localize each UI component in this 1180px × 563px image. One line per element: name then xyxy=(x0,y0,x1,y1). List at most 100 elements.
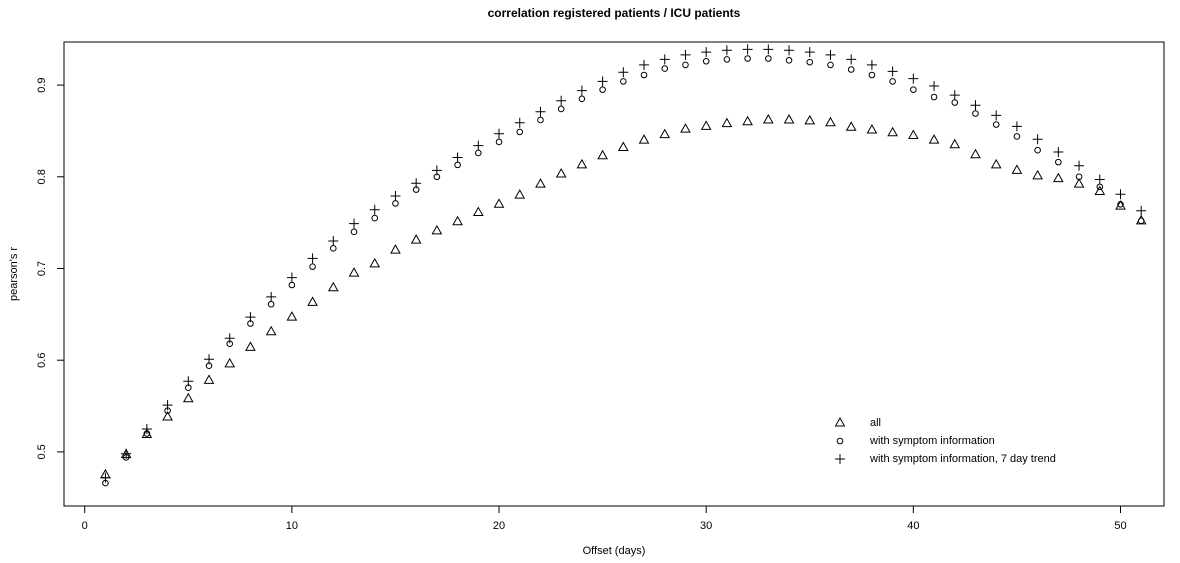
legend-label: with symptom information, 7 day trend xyxy=(869,453,1056,465)
point xyxy=(555,168,567,178)
x-tick-label: 0 xyxy=(82,520,88,532)
point xyxy=(949,90,960,101)
point xyxy=(121,448,132,459)
point xyxy=(182,392,194,403)
point xyxy=(1075,173,1083,181)
point xyxy=(535,178,546,188)
point xyxy=(702,57,710,65)
point xyxy=(907,129,919,140)
point xyxy=(659,128,671,139)
point xyxy=(951,99,959,106)
x-tick-label: 10 xyxy=(286,520,298,532)
point xyxy=(597,76,608,87)
point xyxy=(784,45,795,56)
point xyxy=(576,158,588,169)
point xyxy=(846,54,857,65)
point xyxy=(350,228,358,236)
point xyxy=(473,140,484,151)
point xyxy=(599,86,606,93)
point xyxy=(744,55,751,62)
point xyxy=(1011,121,1022,132)
point xyxy=(514,189,526,199)
y-tick-label: 0.5 xyxy=(36,444,48,459)
point xyxy=(556,95,567,106)
point xyxy=(162,411,173,421)
point xyxy=(454,161,461,169)
point xyxy=(887,126,898,137)
point xyxy=(286,311,298,321)
point xyxy=(390,191,401,202)
point xyxy=(204,354,215,365)
x-tick-label: 40 xyxy=(907,520,919,532)
point xyxy=(762,113,774,124)
point xyxy=(245,312,256,323)
point xyxy=(866,59,877,70)
point xyxy=(723,56,731,63)
point xyxy=(1115,189,1126,200)
point xyxy=(141,428,153,438)
point xyxy=(783,113,795,124)
point xyxy=(825,49,836,60)
point xyxy=(1137,217,1145,225)
point xyxy=(804,47,815,58)
point xyxy=(472,206,484,217)
point xyxy=(661,65,669,72)
point xyxy=(245,341,256,351)
point xyxy=(889,78,896,85)
point xyxy=(639,59,650,70)
point xyxy=(1013,133,1021,140)
point xyxy=(162,400,173,411)
point xyxy=(183,376,194,387)
point xyxy=(868,71,876,79)
point xyxy=(265,325,277,336)
point xyxy=(763,44,774,55)
point xyxy=(742,44,753,55)
point xyxy=(349,218,360,229)
point xyxy=(328,235,339,246)
point xyxy=(494,128,505,139)
point xyxy=(742,115,753,126)
point xyxy=(557,105,565,113)
point xyxy=(929,81,940,92)
point xyxy=(765,55,772,62)
legend-marker xyxy=(835,454,845,464)
point xyxy=(597,149,608,160)
point xyxy=(1117,201,1124,208)
point xyxy=(618,67,629,78)
y-tick-label: 0.8 xyxy=(36,169,48,184)
point xyxy=(576,85,587,96)
point xyxy=(224,333,235,344)
point xyxy=(970,100,981,111)
y-tick-label: 0.6 xyxy=(36,353,48,368)
point xyxy=(288,281,296,289)
point xyxy=(1094,174,1105,185)
point xyxy=(701,47,712,58)
point xyxy=(307,253,318,264)
point xyxy=(700,120,712,130)
point xyxy=(949,138,961,149)
point xyxy=(369,257,381,268)
point xyxy=(620,78,627,85)
point xyxy=(369,204,380,215)
point xyxy=(887,66,898,77)
point xyxy=(910,86,917,93)
point xyxy=(638,134,650,144)
point xyxy=(348,267,360,277)
point xyxy=(659,54,670,65)
point xyxy=(141,423,152,434)
point xyxy=(1034,146,1041,154)
point xyxy=(847,66,855,73)
point xyxy=(682,61,689,69)
point xyxy=(266,291,277,302)
point xyxy=(100,472,111,483)
y-tick-label: 0.9 xyxy=(36,77,48,92)
point xyxy=(309,263,316,270)
point xyxy=(928,134,940,144)
point xyxy=(578,95,586,103)
x-tick-label: 50 xyxy=(1114,520,1126,532)
point xyxy=(908,73,919,84)
point xyxy=(410,234,422,244)
point xyxy=(804,114,816,125)
point xyxy=(970,148,981,159)
